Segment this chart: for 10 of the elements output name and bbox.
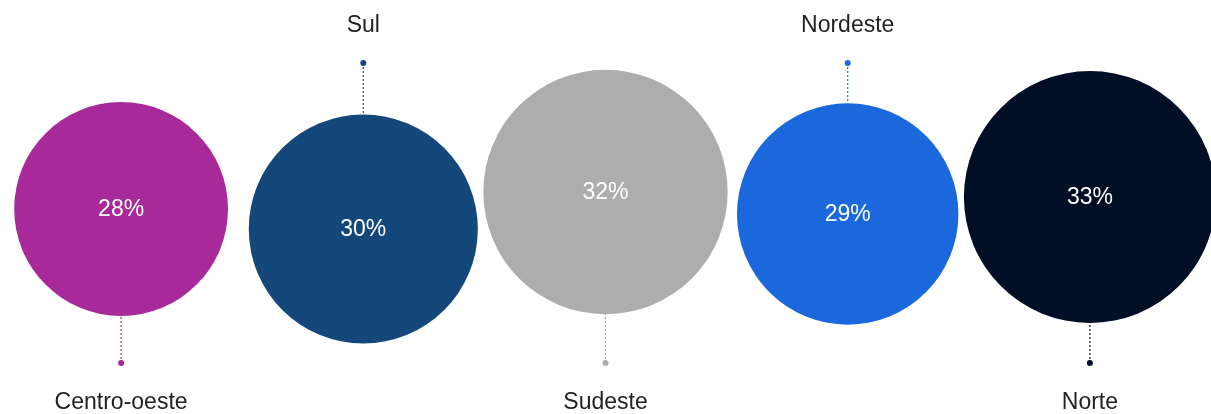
category-label: Nordeste: [801, 11, 895, 37]
category-label: Norte: [1061, 388, 1119, 414]
data-label: 32%: [582, 178, 629, 204]
data-label: 33%: [1066, 183, 1113, 209]
data-label: 29%: [824, 200, 871, 226]
category-label: Sudeste: [563, 388, 648, 414]
data-label: 30%: [340, 215, 387, 241]
data-label: 28%: [98, 195, 145, 221]
category-label: Centro-oeste: [54, 388, 188, 414]
category-label: Sul: [346, 11, 380, 37]
